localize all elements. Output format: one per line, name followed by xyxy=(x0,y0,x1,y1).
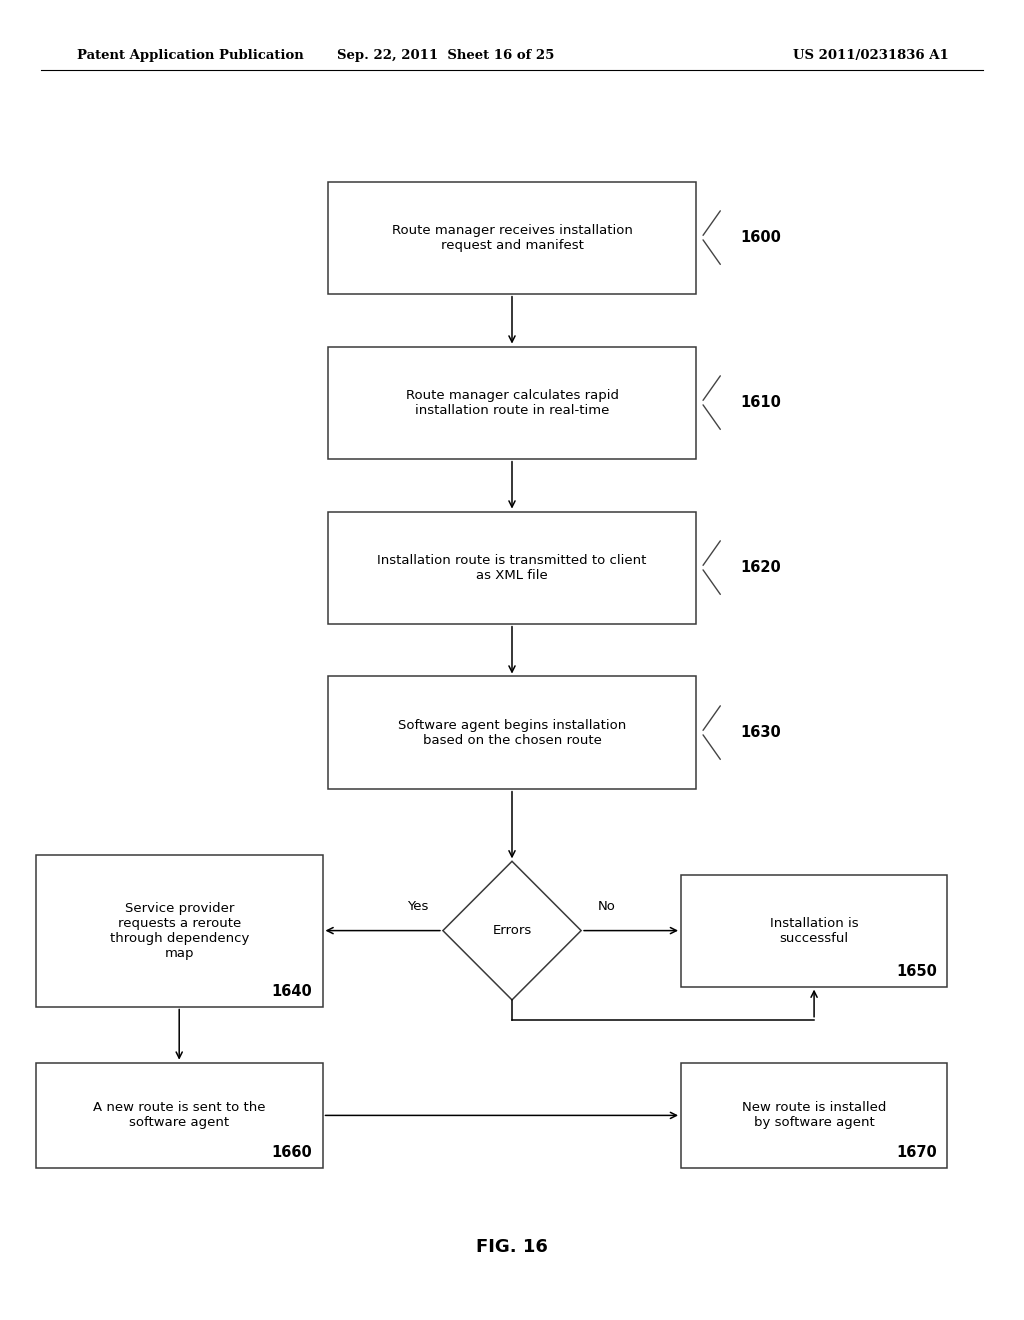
FancyBboxPatch shape xyxy=(36,855,323,1006)
Text: Yes: Yes xyxy=(407,900,428,913)
Text: New route is installed
by software agent: New route is installed by software agent xyxy=(742,1101,886,1130)
Text: Installation is
successful: Installation is successful xyxy=(770,916,858,945)
Text: 1640: 1640 xyxy=(271,983,312,998)
FancyBboxPatch shape xyxy=(681,1063,947,1168)
FancyBboxPatch shape xyxy=(681,874,947,987)
Text: Sep. 22, 2011  Sheet 16 of 25: Sep. 22, 2011 Sheet 16 of 25 xyxy=(337,49,554,62)
FancyBboxPatch shape xyxy=(328,676,696,788)
Text: 1670: 1670 xyxy=(896,1146,937,1160)
Text: Software agent begins installation
based on the chosen route: Software agent begins installation based… xyxy=(398,718,626,747)
Polygon shape xyxy=(442,862,582,1001)
Text: Patent Application Publication: Patent Application Publication xyxy=(77,49,303,62)
Text: Route manager receives installation
request and manifest: Route manager receives installation requ… xyxy=(391,223,633,252)
Text: 1650: 1650 xyxy=(896,964,937,979)
Text: 1630: 1630 xyxy=(740,725,781,741)
FancyBboxPatch shape xyxy=(328,512,696,624)
Text: US 2011/0231836 A1: US 2011/0231836 A1 xyxy=(793,49,948,62)
Text: No: No xyxy=(598,900,615,913)
Text: 1600: 1600 xyxy=(740,230,781,246)
Text: FIG. 16: FIG. 16 xyxy=(476,1238,548,1257)
Text: 1660: 1660 xyxy=(271,1146,312,1160)
Text: Errors: Errors xyxy=(493,924,531,937)
Text: Service provider
requests a reroute
through dependency
map: Service provider requests a reroute thro… xyxy=(110,902,249,960)
FancyBboxPatch shape xyxy=(328,181,696,294)
Text: Route manager calculates rapid
installation route in real-time: Route manager calculates rapid installat… xyxy=(406,388,618,417)
Text: Installation route is transmitted to client
as XML file: Installation route is transmitted to cli… xyxy=(377,553,647,582)
Text: A new route is sent to the
software agent: A new route is sent to the software agen… xyxy=(93,1101,265,1130)
Text: 1620: 1620 xyxy=(740,560,781,576)
FancyBboxPatch shape xyxy=(36,1063,323,1168)
Text: 1610: 1610 xyxy=(740,395,781,411)
FancyBboxPatch shape xyxy=(328,347,696,459)
